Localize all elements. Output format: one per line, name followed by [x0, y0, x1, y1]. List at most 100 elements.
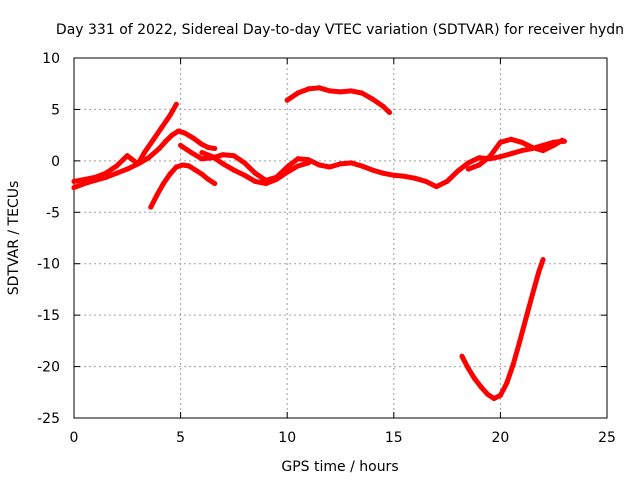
- data-point: [263, 181, 269, 186]
- data-point: [529, 145, 535, 150]
- data-point: [190, 135, 196, 141]
- grid-layer: [74, 58, 607, 418]
- data-point: [71, 178, 77, 184]
- data-point: [284, 169, 290, 175]
- series-track-3: [148, 162, 218, 210]
- data-point: [465, 166, 471, 172]
- data-point: [82, 181, 88, 186]
- data-point: [186, 163, 192, 169]
- series-track-6: [284, 85, 392, 115]
- data-point: [316, 162, 322, 168]
- data-point: [380, 103, 386, 109]
- data-point: [402, 173, 407, 179]
- data-point: [167, 113, 173, 119]
- series-track-1: [71, 128, 218, 191]
- data-point: [412, 175, 418, 181]
- data-point: [359, 90, 365, 96]
- y-tick-label: -5: [46, 205, 60, 221]
- data-point: [199, 171, 205, 177]
- data-point: [252, 178, 258, 184]
- data-point: [220, 161, 226, 167]
- data-point: [124, 153, 130, 159]
- data-point: [487, 154, 493, 160]
- data-point: [205, 145, 211, 150]
- series-line: [465, 136, 565, 172]
- data-point: [306, 160, 311, 166]
- data-point: [387, 110, 392, 115]
- x-tick-label: 20: [491, 430, 509, 446]
- data-point: [497, 392, 503, 398]
- data-point: [178, 142, 184, 148]
- y-tick-label: -20: [37, 360, 60, 376]
- chart-title: Day 331 of 2022, Sidereal Day-to-day VTE…: [56, 22, 624, 38]
- series-track-7: [465, 136, 565, 172]
- data-point: [551, 142, 557, 148]
- data-point: [71, 185, 77, 191]
- data-point: [338, 89, 343, 95]
- tick-layer: 0 5 10 15 20 25 -25 -20 -15 -10 -5 0 5 10: [37, 51, 616, 446]
- data-point: [148, 204, 154, 210]
- data-point: [465, 366, 471, 372]
- data-point: [295, 156, 301, 162]
- x-tick-label: 0: [70, 430, 79, 446]
- data-point: [559, 137, 565, 143]
- plot-frame: [73, 57, 608, 419]
- data-point: [491, 396, 497, 401]
- data-point: [517, 339, 523, 345]
- data-point: [508, 136, 514, 142]
- x-tick-label: 5: [176, 430, 185, 446]
- data-point: [199, 156, 205, 162]
- data-point: [154, 192, 160, 198]
- data-point: [316, 85, 322, 91]
- data-point: [163, 138, 169, 144]
- data-point: [150, 137, 156, 143]
- data-point: [212, 181, 218, 186]
- y-tick-label: -25: [37, 411, 60, 427]
- data-point: [169, 132, 175, 138]
- data-point: [380, 170, 386, 176]
- data-point: [306, 86, 311, 92]
- data-point: [476, 155, 482, 161]
- data-point: [338, 161, 343, 167]
- series-track-5: [199, 150, 311, 186]
- series-track-8: [459, 257, 546, 401]
- data-point: [370, 96, 375, 102]
- data-point: [161, 181, 166, 186]
- data-point: [327, 88, 333, 94]
- data-point: [193, 167, 198, 173]
- data-point: [540, 142, 546, 148]
- data-point: [519, 139, 525, 145]
- data-point: [242, 160, 248, 166]
- data-point: [472, 376, 478, 382]
- data-point: [455, 168, 461, 174]
- data-point: [103, 170, 109, 176]
- data-point: [476, 162, 482, 168]
- data-point: [391, 172, 397, 178]
- data-point: [173, 101, 179, 107]
- data-point: [82, 176, 88, 182]
- data-point: [478, 384, 484, 390]
- series-layer: [71, 85, 567, 401]
- y-tick-label: -10: [37, 257, 60, 273]
- data-point: [504, 380, 510, 386]
- data-point: [274, 176, 279, 182]
- data-point: [359, 163, 365, 169]
- data-point: [212, 146, 218, 151]
- data-point: [370, 167, 375, 173]
- x-tick-label: 15: [385, 430, 403, 446]
- data-point: [497, 154, 503, 160]
- data-point: [231, 153, 237, 159]
- y-axis-label: SDTVAR / TECUs: [6, 181, 22, 296]
- data-point: [348, 160, 354, 166]
- data-point: [485, 391, 491, 397]
- data-point: [295, 163, 301, 169]
- data-point: [433, 184, 439, 190]
- data-point: [284, 97, 290, 103]
- x-tick-label: 10: [278, 430, 296, 446]
- data-point: [459, 353, 465, 359]
- data-point: [141, 150, 147, 156]
- series-track-4: [178, 138, 567, 190]
- data-point: [114, 170, 120, 176]
- data-point: [146, 155, 152, 161]
